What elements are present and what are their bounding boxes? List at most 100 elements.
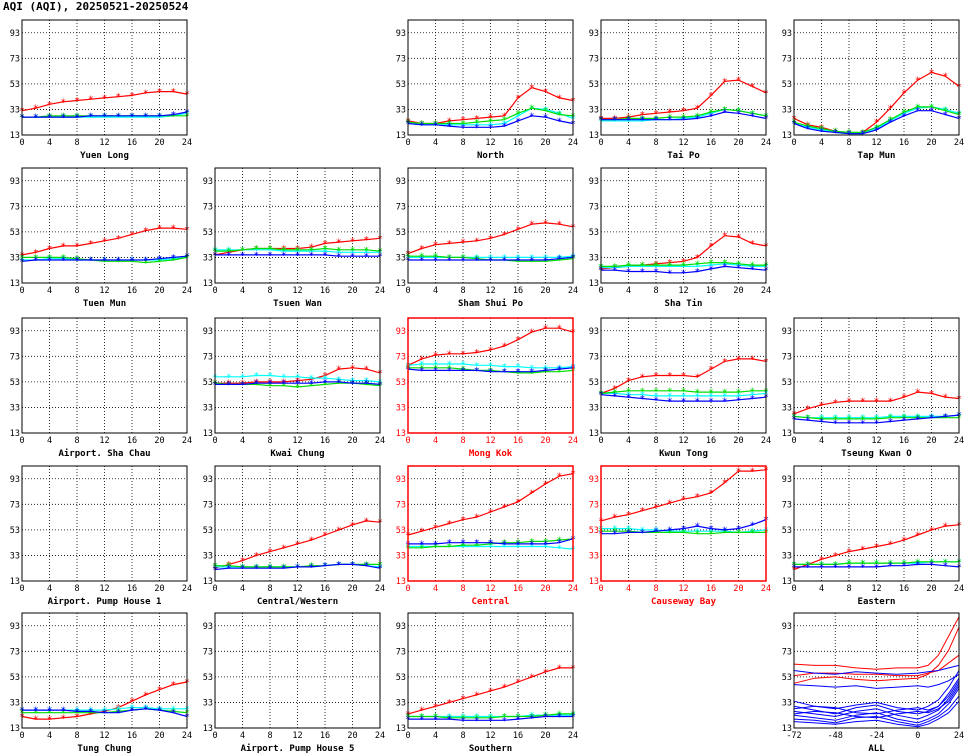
data-point-green: * bbox=[556, 709, 562, 720]
data-point-blue: * bbox=[901, 416, 907, 427]
panel-frame bbox=[793, 19, 960, 136]
data-point-cyan: * bbox=[474, 361, 480, 372]
data-point-red: * bbox=[336, 525, 342, 536]
x-tick-label: 4 bbox=[47, 138, 52, 148]
data-point-red: * bbox=[515, 678, 521, 689]
data-point-blue: * bbox=[942, 412, 948, 423]
data-point-cyan: * bbox=[101, 113, 107, 124]
data-point-green: * bbox=[446, 119, 452, 130]
data-point-cyan: * bbox=[446, 360, 452, 371]
data-point-red: * bbox=[349, 363, 355, 374]
data-point-blue: * bbox=[818, 417, 824, 428]
data-point-blue: * bbox=[515, 539, 521, 550]
data-point-blue: * bbox=[33, 113, 39, 124]
data-point-green: * bbox=[667, 113, 673, 124]
data-point-cyan: * bbox=[253, 371, 259, 382]
data-point-green: * bbox=[708, 388, 714, 399]
x-tick-label: 20 bbox=[926, 138, 936, 148]
data-point-red: * bbox=[680, 495, 686, 506]
panel-title: Sha Tin bbox=[665, 298, 703, 309]
x-tick-label: 24 bbox=[182, 436, 192, 446]
data-point-cyan: * bbox=[722, 105, 728, 116]
y-tick-label: 73 bbox=[10, 54, 20, 64]
data-point-blue: * bbox=[928, 106, 934, 117]
data-point-green: * bbox=[708, 258, 714, 269]
data-point-green: * bbox=[156, 257, 162, 268]
series-line-cyan bbox=[215, 374, 381, 383]
data-point-green: * bbox=[625, 386, 631, 397]
data-point-green: * bbox=[432, 542, 438, 553]
data-point-cyan: * bbox=[349, 560, 355, 571]
data-point-cyan: * bbox=[735, 528, 741, 539]
data-point-blue: * bbox=[239, 380, 245, 391]
data-point-green: * bbox=[294, 383, 300, 394]
data-point-blue: * bbox=[735, 524, 741, 535]
data-point-green: * bbox=[680, 386, 686, 397]
x-tick-label: 12 bbox=[292, 731, 302, 741]
x-tick-label: 12 bbox=[99, 138, 109, 148]
series-line-cyan bbox=[601, 392, 767, 397]
data-point-blue: * bbox=[680, 524, 686, 535]
data-point-green: * bbox=[901, 413, 907, 424]
data-point-green: * bbox=[722, 258, 728, 269]
data-point-green: * bbox=[60, 708, 66, 719]
data-point-blue: * bbox=[419, 715, 425, 726]
y-tick-label: 33 bbox=[10, 551, 20, 561]
y-tick-label: 53 bbox=[782, 80, 792, 90]
x-tick-label: 24 bbox=[761, 584, 771, 594]
data-point-red: * bbox=[501, 502, 507, 513]
y-tick-label: 13 bbox=[10, 429, 20, 439]
data-point-green: * bbox=[308, 381, 314, 392]
y-tick-label: 13 bbox=[589, 131, 599, 141]
data-point-blue: * bbox=[515, 116, 521, 127]
data-point-blue: * bbox=[419, 256, 425, 267]
data-point-blue: * bbox=[887, 118, 893, 129]
x-tick-label: 20 bbox=[540, 138, 550, 148]
x-tick-label: 20 bbox=[347, 286, 357, 296]
data-point-red: * bbox=[722, 77, 728, 88]
data-point-green: * bbox=[170, 111, 176, 122]
data-point-cyan: * bbox=[625, 116, 631, 127]
x-tick-label: 16 bbox=[320, 584, 330, 594]
data-point-blue: * bbox=[832, 418, 838, 429]
x-tick-label: 8 bbox=[653, 286, 658, 296]
x-tick-label: 0 bbox=[212, 584, 217, 594]
data-point-green: * bbox=[226, 247, 232, 258]
data-point-green: * bbox=[529, 257, 535, 268]
data-point-cyan: * bbox=[226, 372, 232, 383]
y-tick-label: 73 bbox=[10, 352, 20, 362]
data-point-red: * bbox=[667, 499, 673, 510]
data-point-cyan: * bbox=[501, 712, 507, 723]
data-point-blue: * bbox=[474, 538, 480, 549]
x-tick-label: 0 bbox=[791, 436, 796, 446]
data-point-blue: * bbox=[74, 113, 80, 124]
series-line-red bbox=[600, 469, 767, 522]
data-point-cyan: * bbox=[363, 248, 369, 259]
data-point-red: * bbox=[542, 324, 548, 335]
x-tick-label: 0 bbox=[598, 584, 603, 594]
data-point-blue: * bbox=[653, 527, 659, 538]
x-tick-label: 0 bbox=[598, 286, 603, 296]
x-tick-label: 16 bbox=[706, 286, 716, 296]
data-point-green: * bbox=[253, 380, 259, 391]
data-point-red: * bbox=[680, 257, 686, 268]
data-point-blue: * bbox=[708, 264, 714, 275]
data-point-red: * bbox=[529, 220, 535, 231]
data-point-green: * bbox=[363, 245, 369, 256]
y-tick-label: 13 bbox=[10, 279, 20, 289]
panel-title: Tung Chung bbox=[77, 744, 131, 754]
data-point-red: * bbox=[694, 253, 700, 264]
data-point-red: * bbox=[156, 224, 162, 235]
data-point-green: * bbox=[694, 388, 700, 399]
y-tick-label: 53 bbox=[10, 526, 20, 536]
data-point-blue: * bbox=[60, 113, 66, 124]
x-tick-label: 8 bbox=[846, 584, 851, 594]
y-tick-label: 33 bbox=[203, 698, 213, 708]
data-point-red: * bbox=[915, 531, 921, 542]
data-point-blue: * bbox=[88, 256, 94, 267]
series-line-green bbox=[22, 256, 188, 264]
data-point-green: * bbox=[446, 542, 452, 553]
x-tick-label: -72 bbox=[786, 731, 801, 741]
